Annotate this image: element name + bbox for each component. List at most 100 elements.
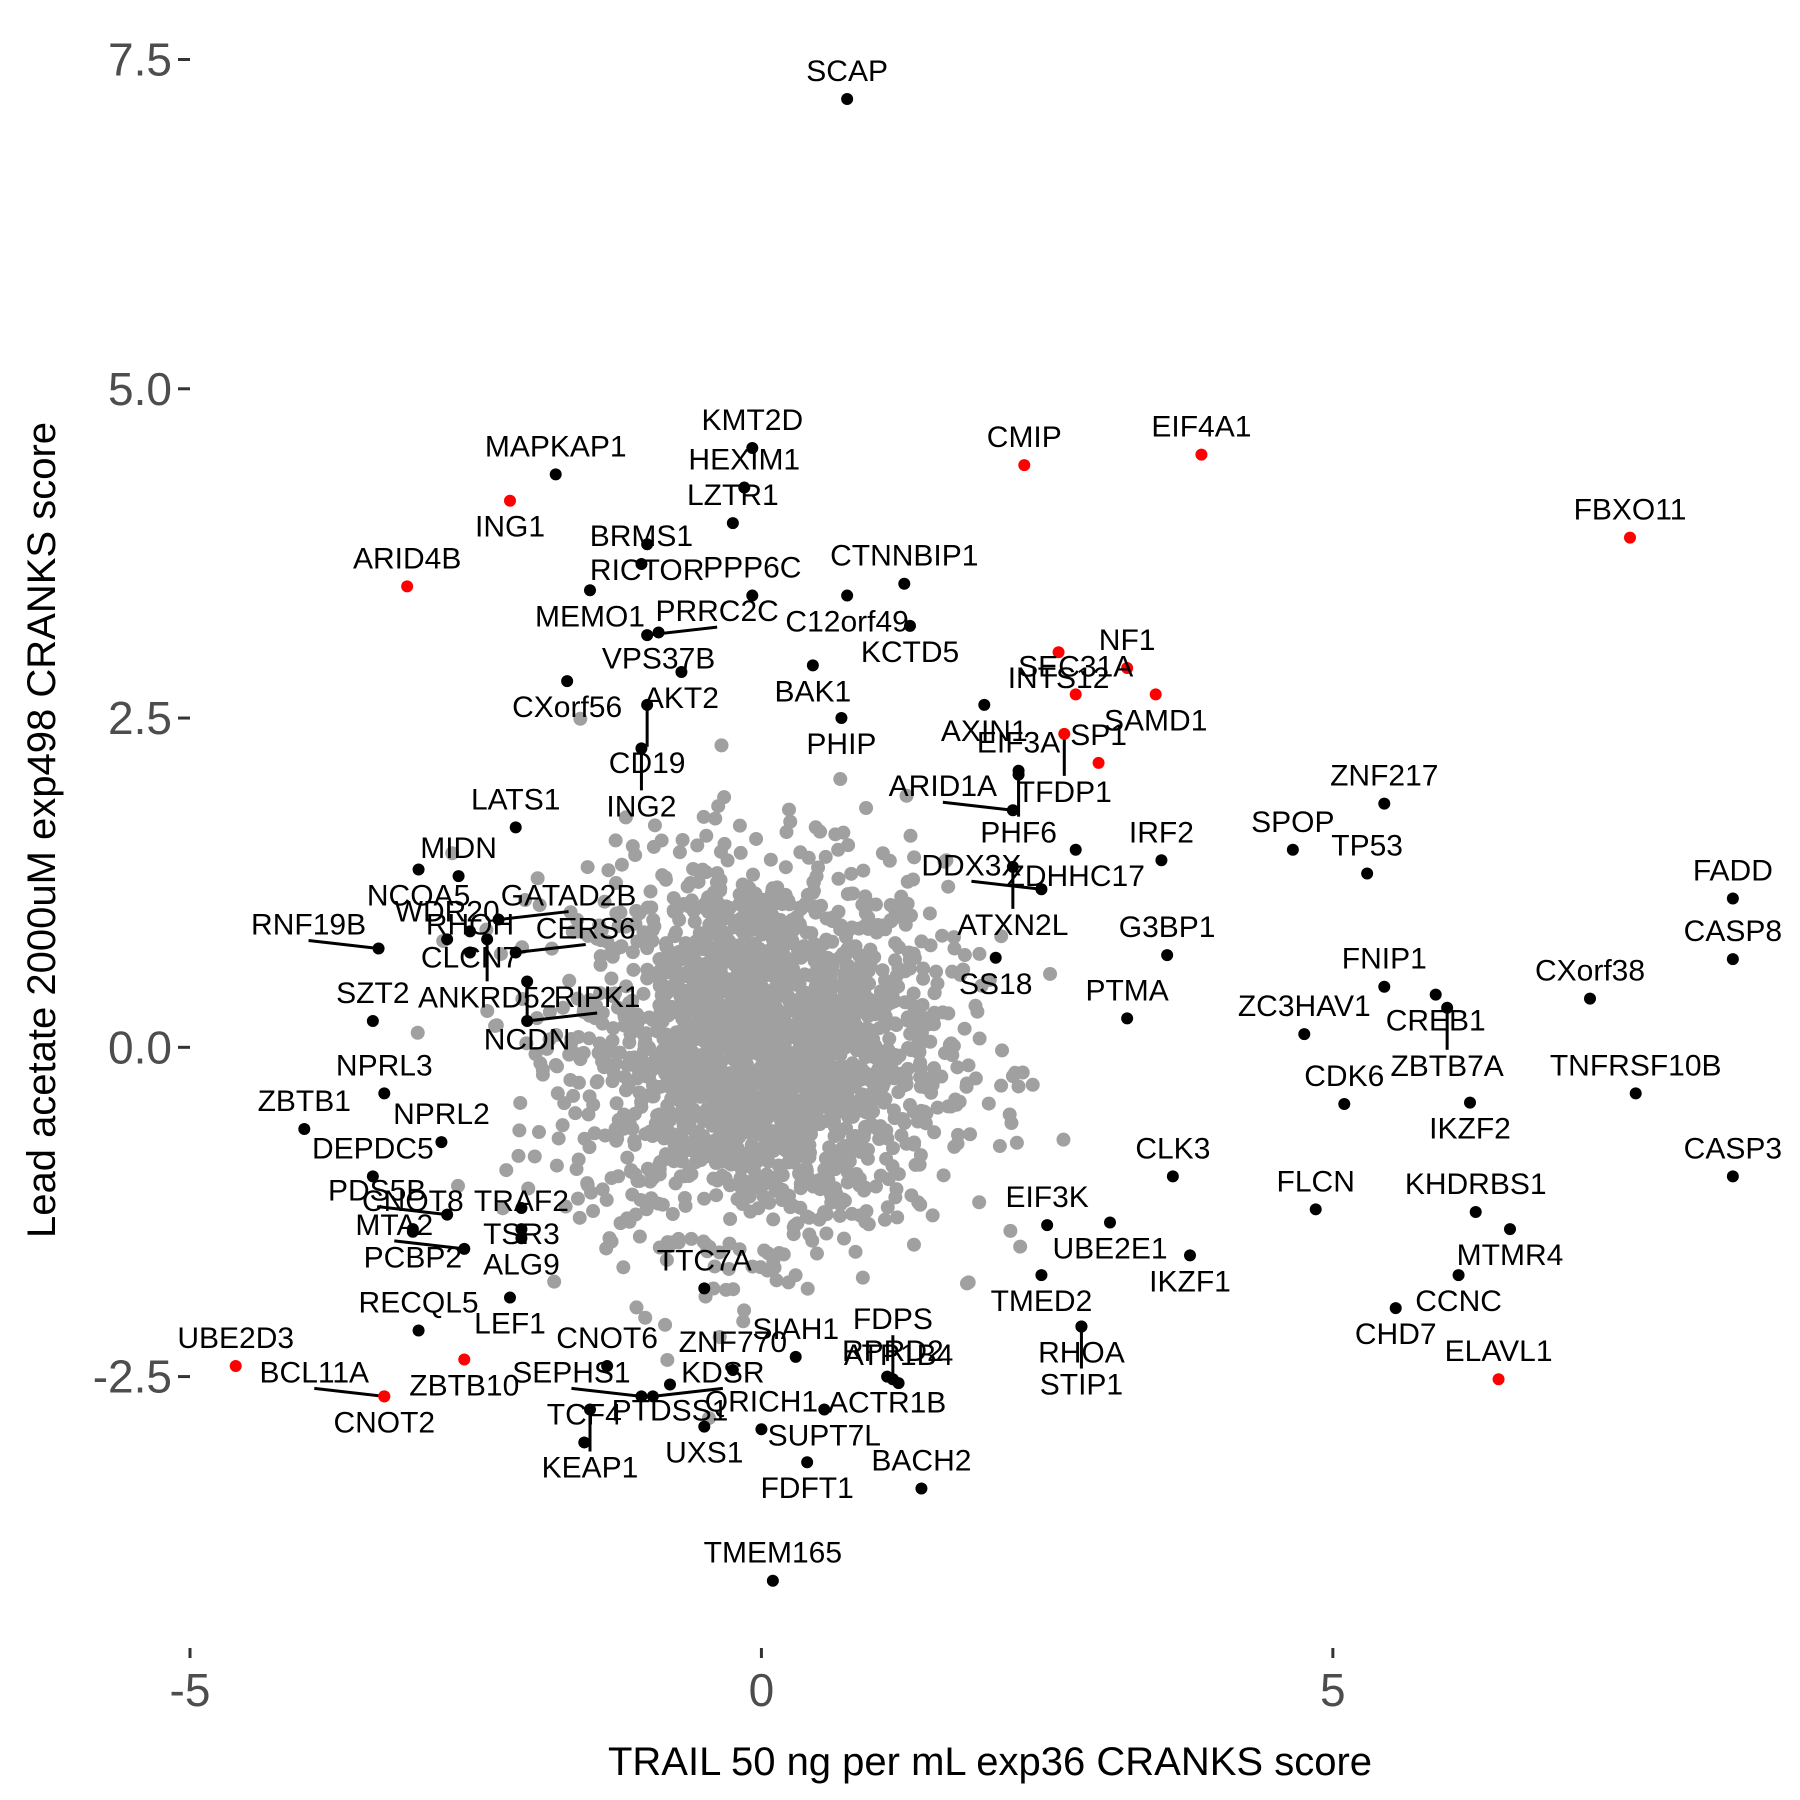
- background-point: [824, 1011, 839, 1026]
- y-tick-label: 5.0: [108, 363, 172, 415]
- background-point: [868, 1091, 883, 1106]
- background-point: [694, 1153, 709, 1168]
- point-ints12: [1052, 646, 1065, 659]
- point-label: ZC3HAV1: [1238, 990, 1371, 1023]
- background-point: [795, 1001, 810, 1016]
- background-point: [743, 905, 758, 920]
- point-elavl1: [1492, 1373, 1505, 1386]
- background-point: [593, 986, 608, 1001]
- background-point: [917, 1104, 932, 1119]
- background-point: [911, 1195, 926, 1210]
- background-point: [638, 1035, 653, 1050]
- point-label: CNOT2: [333, 1406, 435, 1439]
- point-fadd: [1726, 892, 1739, 905]
- point-label: BAK1: [774, 675, 851, 708]
- background-point: [813, 962, 828, 977]
- background-point: [665, 1206, 680, 1221]
- point-memo1: [584, 584, 596, 597]
- background-point: [900, 1010, 915, 1025]
- background-point: [581, 928, 596, 943]
- background-point: [781, 1057, 796, 1072]
- point-label: KCTD5: [861, 636, 959, 669]
- point-label: ATP1B4: [844, 1339, 954, 1372]
- point-label: TSR3: [483, 1218, 560, 1251]
- background-point: [959, 1079, 974, 1094]
- background-point: [824, 1195, 839, 1210]
- point-label: TTC7A: [657, 1244, 752, 1277]
- background-point: [739, 1049, 754, 1064]
- x-axis-title: TRAIL 50 ng per mL exp36 CRANKS score: [608, 1740, 1372, 1784]
- label-leader-lines: [308, 625, 1449, 1452]
- background-point: [725, 1068, 740, 1083]
- background-point: [930, 1100, 945, 1115]
- point-nprl2: [435, 1136, 448, 1149]
- background-point: [726, 979, 741, 994]
- x-tick-label: 0: [749, 1664, 775, 1716]
- background-point: [899, 1136, 914, 1151]
- point-label: INTS12: [1008, 662, 1110, 695]
- background-point: [786, 1106, 801, 1121]
- point-label: CXorf38: [1535, 955, 1645, 988]
- background-point: [880, 1131, 895, 1146]
- background-point: [833, 918, 848, 933]
- background-point: [659, 1252, 674, 1267]
- background-point: [860, 1151, 875, 1166]
- background-point: [699, 865, 714, 880]
- background-point: [620, 1211, 635, 1226]
- point-prrc2c: [641, 629, 654, 642]
- background-point: [1009, 1135, 1024, 1150]
- point-label: PTDSS1: [612, 1394, 729, 1427]
- background-point: [531, 1125, 546, 1140]
- background-point: [675, 1022, 690, 1037]
- background-point: [745, 1158, 760, 1173]
- background-point: [573, 1052, 588, 1067]
- background-point: [792, 1056, 807, 1071]
- background-point: [799, 1209, 814, 1224]
- background-point: [584, 1185, 599, 1200]
- background-point: [651, 1196, 666, 1211]
- background-point: [667, 929, 682, 944]
- point-label: CTNNBIP1: [830, 540, 978, 573]
- background-point: [793, 1181, 808, 1196]
- point-label: EIF4A1: [1151, 411, 1251, 444]
- background-point: [410, 1025, 425, 1040]
- background-point: [717, 836, 732, 851]
- point-label: NF1: [1099, 624, 1156, 657]
- background-point: [495, 1201, 510, 1216]
- background-point: [632, 1085, 647, 1100]
- background-point: [622, 996, 637, 1011]
- background-point: [1056, 1132, 1071, 1147]
- background-point: [872, 1005, 887, 1020]
- background-point: [947, 941, 962, 956]
- background-point: [994, 929, 1009, 944]
- point-ncoa5: [412, 863, 425, 876]
- background-point: [592, 918, 607, 933]
- point-label: ZNF770: [679, 1326, 787, 1359]
- point-bcl11a: [378, 1390, 391, 1403]
- background-point: [698, 1009, 713, 1024]
- background-point: [445, 846, 460, 861]
- background-point: [687, 914, 702, 929]
- background-point: [803, 1127, 818, 1142]
- point-label: UBE2E1: [1052, 1232, 1167, 1265]
- background-point: [723, 1211, 738, 1226]
- point-cers6: [509, 946, 522, 959]
- background-point: [697, 1191, 712, 1206]
- point-label: TMEM165: [704, 1537, 842, 1570]
- background-point: [907, 850, 922, 865]
- point-clk3: [1166, 1170, 1179, 1183]
- background-point: [867, 950, 882, 965]
- background-point: [779, 891, 794, 906]
- point-label: PTMA: [1085, 974, 1168, 1007]
- background-point: [633, 1192, 648, 1207]
- leader-line: [376, 1205, 448, 1217]
- point-label: KMT2D: [701, 404, 803, 437]
- background-point: [762, 899, 777, 914]
- point-ppp6c: [746, 589, 759, 602]
- point-label: RHOA: [1038, 1337, 1125, 1370]
- point-bak1: [806, 659, 819, 672]
- y-tick-label: 7.5: [108, 34, 172, 86]
- point-label: MAPKAP1: [485, 430, 627, 463]
- point-sec31a: [1069, 688, 1082, 701]
- background-point: [733, 845, 748, 860]
